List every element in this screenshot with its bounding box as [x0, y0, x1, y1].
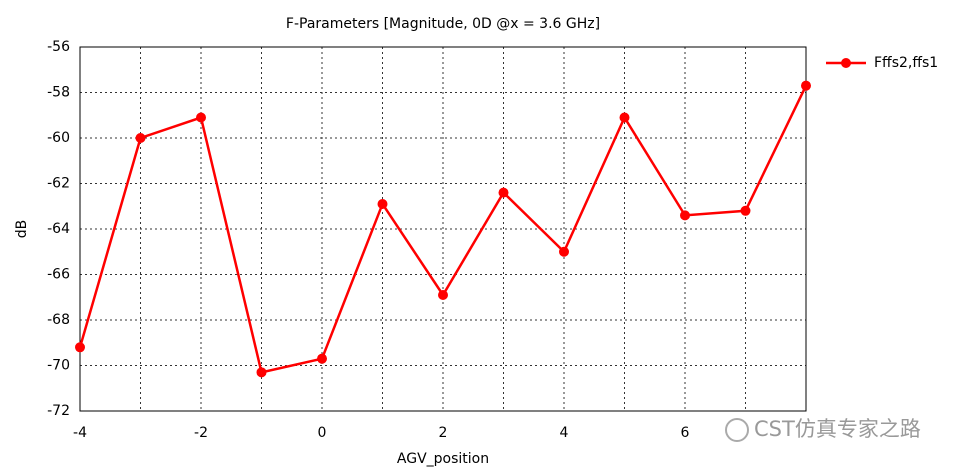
y-tick-label: -72 — [47, 403, 70, 419]
data-point — [680, 210, 690, 221]
y-tick-label: -60 — [47, 130, 70, 146]
y-tick-label: -64 — [47, 221, 70, 237]
data-point — [135, 133, 146, 143]
y-axis-label: dB — [14, 220, 30, 239]
x-tick-label: -4 — [73, 425, 87, 441]
data-point — [256, 367, 267, 378]
x-tick-label: 6 — [681, 425, 690, 441]
legend-label: Fffs2,ffs1 — [874, 55, 938, 71]
data-point — [196, 112, 206, 123]
data-point — [317, 353, 327, 364]
x-tick-label: 2 — [439, 425, 448, 441]
data-point — [619, 112, 630, 123]
data-point — [75, 342, 85, 353]
plot-frame — [79, 46, 807, 412]
y-tick-label: -66 — [47, 267, 70, 283]
y-tick-label: -58 — [47, 85, 70, 101]
data-point — [377, 198, 388, 209]
data-point — [559, 246, 569, 257]
data-point — [498, 187, 509, 198]
watermark-icon — [725, 418, 749, 442]
data-point — [740, 205, 751, 216]
x-tick-label: 4 — [560, 425, 569, 441]
y-tick-label: -68 — [47, 312, 70, 328]
x-axis-label: AGV_position — [397, 451, 489, 467]
watermark: CST仿真专家之路 — [754, 417, 921, 441]
chart-title: F-Parameters [Magnitude, 0D @x = 3.6 GHz… — [286, 16, 600, 32]
data-point — [801, 80, 811, 91]
x-tick-label: -2 — [194, 425, 208, 441]
y-tick-label: -56 — [47, 39, 70, 55]
legend-marker — [841, 58, 851, 68]
x-tick-label: 0 — [318, 425, 327, 441]
data-point — [438, 289, 448, 300]
y-tick-label: -70 — [47, 358, 70, 374]
y-tick-label: -62 — [47, 176, 70, 192]
